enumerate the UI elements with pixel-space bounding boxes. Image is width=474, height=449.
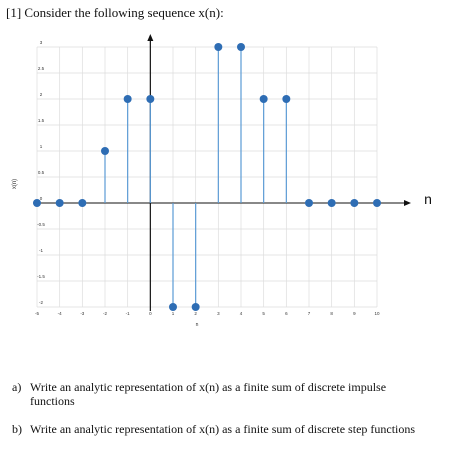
y-axis-label: x(n) bbox=[12, 179, 18, 189]
stem-marker bbox=[101, 147, 109, 155]
question-a: a) Write an analytic representation of x(… bbox=[12, 380, 432, 408]
y-tick-label: 2 bbox=[40, 92, 43, 97]
stem-marker bbox=[33, 199, 41, 207]
x-axis-label: n bbox=[196, 322, 199, 328]
x-tick-label: 9 bbox=[353, 311, 356, 316]
x-tick-label: 4 bbox=[240, 311, 243, 316]
question-a-text-line2: functions bbox=[30, 394, 75, 408]
problem-title: [1] Consider the following sequence x(n)… bbox=[6, 5, 224, 20]
x-tick-label: 2 bbox=[194, 311, 197, 316]
y-tick-label: -0.5 bbox=[37, 222, 45, 227]
x-tick-label: 5 bbox=[262, 311, 265, 316]
y-tick-label: 2.5 bbox=[38, 66, 45, 71]
x-tick-label: -4 bbox=[58, 311, 62, 316]
y-tick-label: -2 bbox=[39, 300, 43, 305]
question-a-label: a) bbox=[12, 380, 22, 394]
x-tick-label: 10 bbox=[374, 311, 380, 316]
x-tick-label: 1 bbox=[172, 311, 175, 316]
x-tick-label: 7 bbox=[308, 311, 311, 316]
stem-marker bbox=[214, 43, 223, 51]
stem-marker bbox=[169, 303, 177, 311]
y-tick-label: 3 bbox=[40, 40, 43, 45]
plot-tick-labels: 3 2.5 2 1.5 1 0.5 0 -0.5 -1 -1.5 -2 -5 -4 -3 -2 -1 0 1 2 3 4… bbox=[35, 40, 380, 316]
question-a-text-line1: Write an analytic representation of x(n)… bbox=[30, 380, 387, 394]
stem-marker bbox=[282, 95, 291, 103]
plot-grid bbox=[36, 46, 378, 308]
horizontal-axis-arrow bbox=[404, 200, 411, 206]
question-b: b) Write an analytic representation of x(… bbox=[12, 422, 452, 436]
stem-marker bbox=[146, 95, 155, 103]
x-tick-label: -2 bbox=[103, 311, 107, 316]
x-tick-label: 3 bbox=[217, 311, 220, 316]
x-tick-label: -5 bbox=[35, 311, 39, 316]
x-tick-label: -1 bbox=[126, 311, 130, 316]
x-tick-label: 0 bbox=[149, 311, 152, 316]
stem-marker bbox=[259, 95, 268, 103]
y-tick-label: -1 bbox=[39, 248, 43, 253]
stem-plot: 3 2.5 2 1.5 1 0.5 0 -0.5 -1 -1.5 -2 -5 -4 -3 -2 -1 0 1 2 3 4… bbox=[12, 34, 432, 328]
stem-marker bbox=[123, 95, 132, 103]
x-tick-label: 6 bbox=[285, 311, 288, 316]
question-b-text: Write an analytic representation of x(n)… bbox=[30, 422, 416, 436]
y-tick-label: 0.5 bbox=[38, 170, 45, 175]
stem-marker bbox=[237, 43, 245, 51]
stem-marker bbox=[191, 303, 200, 311]
stem-marker bbox=[55, 199, 64, 207]
plot-stems bbox=[33, 43, 381, 311]
x-tick-label: -3 bbox=[80, 311, 84, 316]
y-tick-label: 1.5 bbox=[38, 118, 45, 123]
y-tick-label: -1.5 bbox=[37, 274, 45, 279]
stem-marker bbox=[327, 199, 336, 207]
n-axis-arrow-label: n bbox=[424, 191, 432, 207]
vertical-axis-arrow bbox=[147, 34, 154, 41]
stem-marker bbox=[373, 199, 381, 207]
stem-marker bbox=[78, 199, 87, 207]
y-tick-label: 0 bbox=[40, 196, 43, 201]
x-tick-label: 8 bbox=[330, 311, 333, 316]
question-b-label: b) bbox=[12, 422, 22, 436]
stem-marker bbox=[350, 199, 359, 207]
stem-marker bbox=[305, 199, 313, 207]
y-tick-label: 1 bbox=[40, 144, 43, 149]
